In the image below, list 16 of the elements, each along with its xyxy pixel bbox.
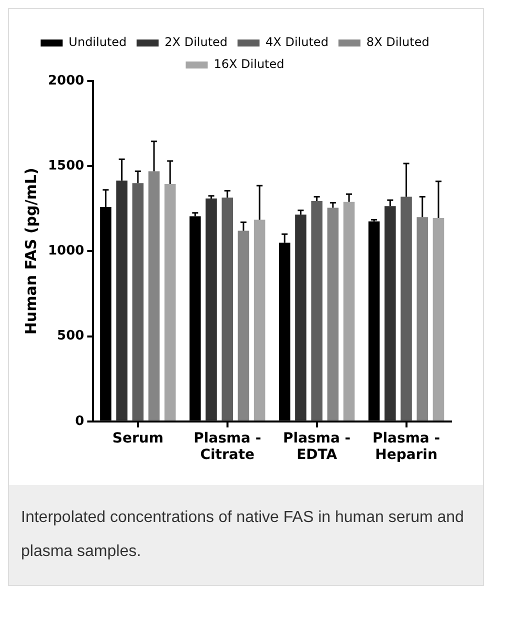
y-tick-label: 1500 (48, 158, 84, 174)
y-tick-label: 2000 (48, 73, 84, 88)
y-tick-label: 500 (57, 328, 84, 344)
x-tick-label: Plasma - EDTA (283, 430, 351, 464)
legend-label: 16X Diluted (214, 57, 284, 72)
x-tick-label: Serum (112, 430, 164, 446)
legend-label: 8X Diluted (366, 35, 430, 50)
legend-label: Undiluted (68, 35, 127, 50)
y-tick-label: 0 (75, 414, 84, 429)
legend-label: 2X Diluted (164, 35, 228, 50)
x-tick-label: Plasma - Heparin (372, 430, 440, 464)
y-axis-title: Human FAS (pg/mL) (22, 168, 40, 335)
legend-label: 4X Diluted (266, 35, 328, 50)
y-tick-label: 1000 (48, 244, 84, 259)
x-tick-label: Plasma - Citrate (194, 430, 262, 464)
text: Interpolated concentrations of native FAS in human serum and plasma samples. (21, 508, 465, 562)
